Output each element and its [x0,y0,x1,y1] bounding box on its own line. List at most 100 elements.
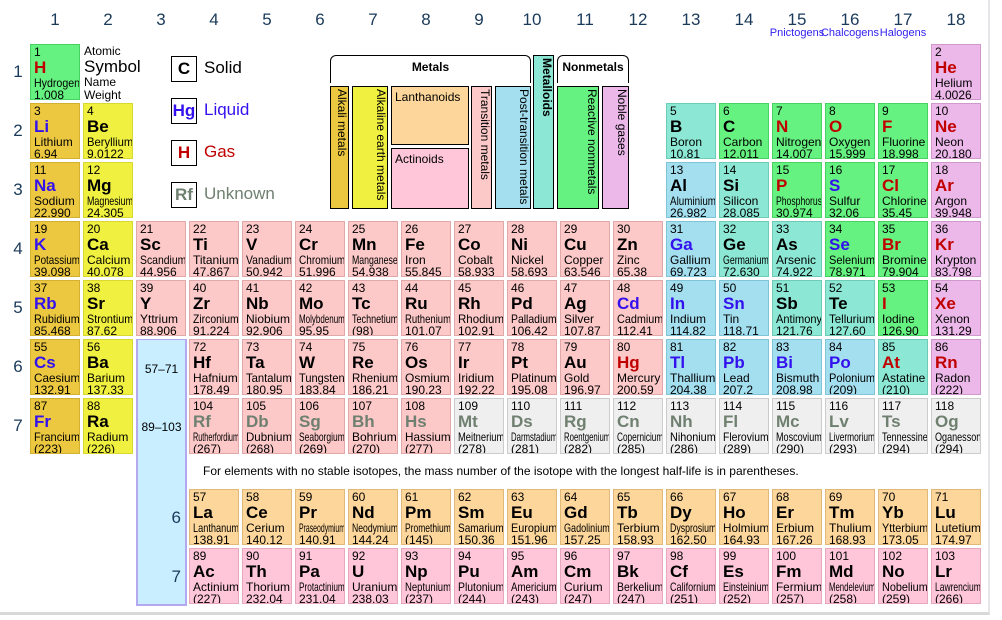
element-nobelium[interactable]: 102 No Nobelium (259) [878,548,928,604]
element-sodium[interactable]: 11 Na Sodium 22.990 [30,162,80,218]
element-copper[interactable]: 29 Cu Copper 63.546 [560,221,610,277]
element-selenium[interactable]: 34 Se Selenium 78.971 [825,221,875,277]
element-dubnium[interactable]: 105 Db Dubnium (268) [242,398,292,454]
element-europium[interactable]: 63 Eu Europium 151.96 [507,489,557,545]
element-americium[interactable]: 95 Am Americium (243) [507,548,557,604]
element-actinium[interactable]: 89 Ac Actinium (227) [189,548,239,604]
category-transition-metals[interactable]: Transition metals [471,86,492,209]
element-bromine[interactable]: 35 Br Bromine 79.904 [878,221,928,277]
element-boron[interactable]: 5 B Boron 10.81 [666,103,716,159]
element-zirconium[interactable]: 40 Zr Zirconium 91.224 [189,280,239,336]
element-iridium[interactable]: 77 Ir Iridium 192.22 [454,339,504,395]
family-label-pnictogens[interactable]: Pnictogens [769,27,825,39]
element-polonium[interactable]: 84 Po Polonium (209) [825,339,875,395]
element-technetium[interactable]: 43 Tc Technetium (98) [348,280,398,336]
element-cerium[interactable]: 58 Ce Cerium 140.12 [242,489,292,545]
element-lutetium[interactable]: 71 Lu Lutetium 174.97 [931,489,981,545]
element-rubidium[interactable]: 37 Rb Rubidium 85.468 [30,280,80,336]
element-lithium[interactable]: 3 Li Lithium 6.94 [30,103,80,159]
element-gadolinium[interactable]: 64 Gd Gadolinium 157.25 [560,489,610,545]
element-antimony[interactable]: 51 Sb Antimony 121.76 [772,280,822,336]
element-plutonium[interactable]: 94 Pu Plutonium (244) [454,548,504,604]
element-ruthenium[interactable]: 44 Ru Ruthenium 101.07 [401,280,451,336]
element-barium[interactable]: 56 Ba Barium 137.33 [83,339,133,395]
element-fermium[interactable]: 100 Fm Fermium (257) [772,548,822,604]
element-cobalt[interactable]: 27 Co Cobalt 58.933 [454,221,504,277]
element-iodine[interactable]: 53 I Iodine 126.90 [878,280,928,336]
element-helium[interactable]: 2 He Helium 4.0026 [931,44,981,100]
element-mercury[interactable]: 80 Hg Mercury 200.59 [613,339,663,395]
element-argon[interactable]: 18 Ar Argon 39.948 [931,162,981,218]
element-aluminium[interactable]: 13 Al Aluminium 26.982 [666,162,716,218]
element-indium[interactable]: 49 In Indium 114.82 [666,280,716,336]
element-neon[interactable]: 10 Ne Neon 20.180 [931,103,981,159]
element-osmium[interactable]: 76 Os Osmium 190.23 [401,339,451,395]
element-oxygen[interactable]: 8 O Oxygen 15.999 [825,103,875,159]
element-rhodium[interactable]: 45 Rh Rhodium 102.91 [454,280,504,336]
element-holmium[interactable]: 67 Ho Holmium 164.93 [719,489,769,545]
element-thallium[interactable]: 81 Tl Thallium 204.38 [666,339,716,395]
actinides-range[interactable]: 89–103 [141,420,182,434]
element-thorium[interactable]: 90 Th Thorium 232.04 [242,548,292,604]
element-xenon[interactable]: 54 Xe Xenon 131.29 [931,280,981,336]
element-palladium[interactable]: 46 Pd Palladium 106.42 [507,280,557,336]
element-hassium[interactable]: 108 Hs Hassium (277) [401,398,451,454]
element-gold[interactable]: 79 Au Gold 196.97 [560,339,610,395]
category-noble-gases[interactable]: Noble gases [602,86,629,209]
element-tin[interactable]: 50 Sn Tin 118.71 [719,280,769,336]
element-chlorine[interactable]: 17 Cl Chlorine 35.45 [878,162,928,218]
element-nitrogen[interactable]: 7 N Nitrogen 14.007 [772,103,822,159]
element-ytterbium[interactable]: 70 Yb Ytterbium 173.05 [878,489,928,545]
element-niobium[interactable]: 41 Nb Niobium 92.906 [242,280,292,336]
element-platinum[interactable]: 78 Pt Platinum 195.08 [507,339,557,395]
element-nihonium[interactable]: 113 Nh Nihonium (286) [666,398,716,454]
element-iron[interactable]: 26 Fe Iron 55.845 [401,221,451,277]
element-hydrogen[interactable]: 1 H Hydrogen 1.008 [30,44,80,100]
element-tellurium[interactable]: 52 Te Tellurium 127.60 [825,280,875,336]
element-thulium[interactable]: 69 Tm Thulium 168.93 [825,489,875,545]
element-cadmium[interactable]: 48 Cd Cadmium 112.41 [613,280,663,336]
lanthanides-range[interactable]: 57–71 [144,362,179,376]
family-label-chalcogens[interactable]: Chalcogens [820,27,880,39]
element-calcium[interactable]: 20 Ca Calcium 40.078 [83,221,133,277]
element-radium[interactable]: 88 Ra Radium (226) [83,398,133,454]
element-mendelevium[interactable]: 101 Md Mendelevium (258) [825,548,875,604]
element-copernicium[interactable]: 112 Cn Copernicium (285) [613,398,663,454]
element-erbium[interactable]: 68 Er Erbium 167.26 [772,489,822,545]
element-protactinium[interactable]: 91 Pa Protactinium 231.04 [295,548,345,604]
element-astatine[interactable]: 85 At Astatine (210) [878,339,928,395]
element-rhenium[interactable]: 75 Re Rhenium 186.21 [348,339,398,395]
element-darmstadium[interactable]: 110 Ds Darmstadium (281) [507,398,557,454]
element-dysprosium[interactable]: 66 Dy Dysprosium 162.50 [666,489,716,545]
element-tennessine[interactable]: 117 Ts Tennessine (294) [878,398,928,454]
element-lanthanum[interactable]: 57 La Lanthanum 138.91 [189,489,239,545]
element-silver[interactable]: 47 Ag Silver 107.87 [560,280,610,336]
element-sulfur[interactable]: 16 S Sulfur 32.06 [825,162,875,218]
element-gallium[interactable]: 31 Ga Gallium 69.723 [666,221,716,277]
element-nickel[interactable]: 28 Ni Nickel 58.693 [507,221,557,277]
element-promethium[interactable]: 61 Pm Promethium (145) [401,489,451,545]
element-manganese[interactable]: 25 Mn Manganese 54.938 [348,221,398,277]
element-carbon[interactable]: 6 C Carbon 12.011 [719,103,769,159]
family-label-halogens[interactable]: Halogens [879,27,927,39]
element-beryllium[interactable]: 4 Be Beryllium 9.0122 [83,103,133,159]
element-arsenic[interactable]: 33 As Arsenic 74.922 [772,221,822,277]
element-zinc[interactable]: 30 Zn Zinc 65.38 [613,221,663,277]
element-scandium[interactable]: 21 Sc Scandium 44.956 [136,221,186,277]
element-bismuth[interactable]: 83 Bi Bismuth 208.98 [772,339,822,395]
element-strontium[interactable]: 38 Sr Strontium 87.62 [83,280,133,336]
element-uranium[interactable]: 92 U Uranium 238.03 [348,548,398,604]
element-tungsten[interactable]: 74 W Tungsten 183.84 [295,339,345,395]
element-flerovium[interactable]: 114 Fl Flerovium (289) [719,398,769,454]
element-curium[interactable]: 96 Cm Curium (247) [560,548,610,604]
element-californium[interactable]: 98 Cf Californium (251) [666,548,716,604]
element-roentgenium[interactable]: 111 Rg Roentgenium (282) [560,398,610,454]
element-tantalum[interactable]: 73 Ta Tantalum 180.95 [242,339,292,395]
element-neptunium[interactable]: 93 Np Neptunium (237) [401,548,451,604]
element-radon[interactable]: 86 Rn Radon (222) [931,339,981,395]
element-seaborgium[interactable]: 106 Sg Seaborgium (269) [295,398,345,454]
element-neodymium[interactable]: 60 Nd Neodymium 144.24 [348,489,398,545]
element-terbium[interactable]: 65 Tb Terbium 158.93 [613,489,663,545]
element-francium[interactable]: 87 Fr Francium (223) [30,398,80,454]
element-meitnerium[interactable]: 109 Mt Meitnerium (278) [454,398,504,454]
